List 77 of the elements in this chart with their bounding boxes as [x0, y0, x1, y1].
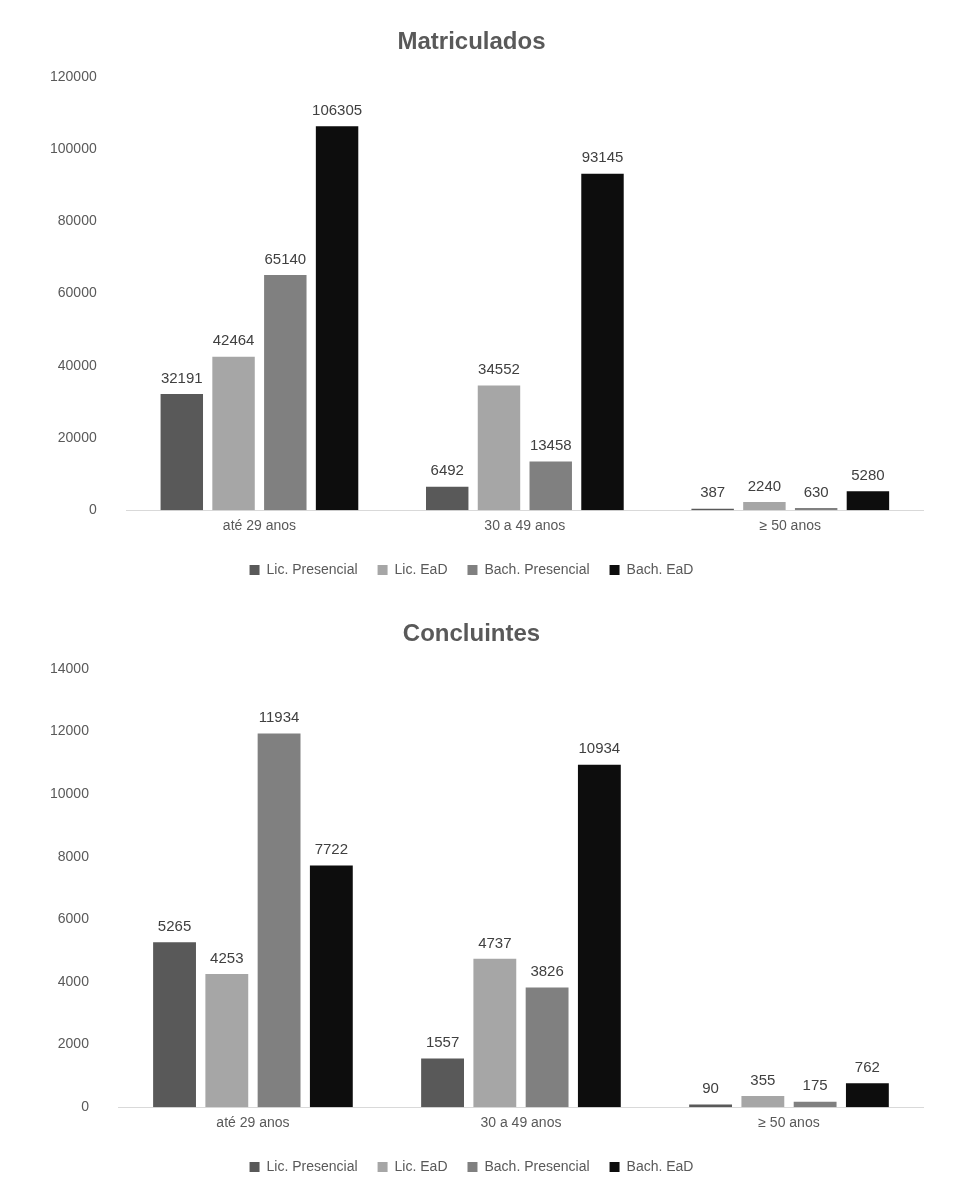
y-tick-label: 2000 [57, 1035, 90, 1052]
data-label: 1557 [425, 1033, 460, 1051]
data-label: 5280 [851, 465, 885, 483]
y-tick-label: 4000 [57, 972, 90, 989]
bar [477, 385, 521, 511]
data-label: 355 [750, 1070, 776, 1088]
data-label: 11934 [258, 708, 300, 726]
y-tick-label: 120000 [50, 67, 97, 84]
bar [153, 942, 196, 1108]
legend-label: Lic. Presencial [266, 1157, 358, 1174]
bar [212, 356, 255, 511]
legend-label: Bach. Presencial [484, 560, 590, 577]
bar [581, 173, 624, 511]
legend-label: Bach. Presencial [484, 1157, 590, 1174]
data-label: 7722 [314, 840, 349, 858]
bar [264, 274, 307, 511]
bar [529, 461, 572, 511]
data-label: 3826 [530, 962, 564, 980]
legend-label: Lic. EaD [394, 560, 448, 577]
legend-label: Bach. EaD [626, 1157, 694, 1174]
bar [846, 491, 890, 511]
y-tick-label: 12000 [49, 722, 90, 739]
y-tick-label: 6000 [57, 910, 90, 927]
data-label: 6492 [430, 461, 464, 479]
x-tick-label: 30 a 49 anos [484, 517, 566, 534]
data-label: 630 [803, 482, 829, 500]
bar [257, 733, 301, 1108]
y-tick-label: 20000 [57, 428, 97, 445]
x-tick-label: ≥ 50 anos [759, 517, 821, 534]
data-label: 13458 [529, 436, 572, 454]
bar [315, 126, 359, 511]
bar [309, 865, 353, 1108]
y-tick-label: 10000 [49, 784, 90, 801]
x-tick-label: 30 a 49 anos [480, 1114, 562, 1131]
legend-label: Lic. EaD [394, 1157, 448, 1174]
bar [160, 393, 204, 511]
bar [577, 764, 621, 1108]
chart-title: Concluintes [402, 619, 541, 647]
bar [793, 1101, 837, 1108]
data-label: 90 [702, 1079, 719, 1097]
data-label: 4737 [478, 933, 512, 951]
y-tick-label: 80000 [57, 212, 97, 229]
y-tick-label: 100000 [50, 139, 97, 156]
bar [845, 1083, 889, 1108]
legend-label: Lic. Presencial [266, 560, 358, 577]
bar [421, 1058, 464, 1108]
y-tick-label: 0 [81, 1098, 90, 1115]
data-label: 5265 [157, 916, 192, 934]
bar [525, 987, 569, 1108]
bar [741, 1096, 785, 1108]
y-tick-label: 8000 [57, 847, 90, 864]
bar [205, 974, 249, 1108]
data-label: 106305 [312, 100, 363, 118]
y-tick-label: 14000 [49, 659, 90, 676]
chart-title: Matriculados [397, 27, 546, 55]
data-label: 42464 [212, 331, 255, 349]
data-label: 2240 [747, 476, 782, 494]
bar [743, 502, 786, 511]
data-label: 4253 [210, 948, 244, 966]
x-tick-label: ≥ 50 anos [758, 1114, 820, 1131]
data-label: 34552 [478, 360, 520, 378]
data-label: 10934 [578, 739, 621, 757]
data-label: 175 [802, 1076, 828, 1094]
data-label: 762 [854, 1057, 880, 1075]
x-tick-label: até 29 anos [222, 517, 297, 534]
legend-label: Bach. EaD [626, 560, 694, 577]
data-label: 65140 [264, 249, 307, 267]
y-tick-label: 60000 [57, 284, 97, 301]
bar [473, 958, 517, 1108]
y-tick-label: 0 [88, 501, 97, 518]
data-label: 32191 [160, 368, 203, 386]
data-label: 387 [700, 483, 726, 501]
y-tick-label: 40000 [57, 356, 97, 373]
data-label: 93145 [581, 148, 624, 166]
bar [426, 486, 469, 511]
x-tick-label: até 29 anos [216, 1114, 290, 1131]
bar [689, 1104, 733, 1108]
